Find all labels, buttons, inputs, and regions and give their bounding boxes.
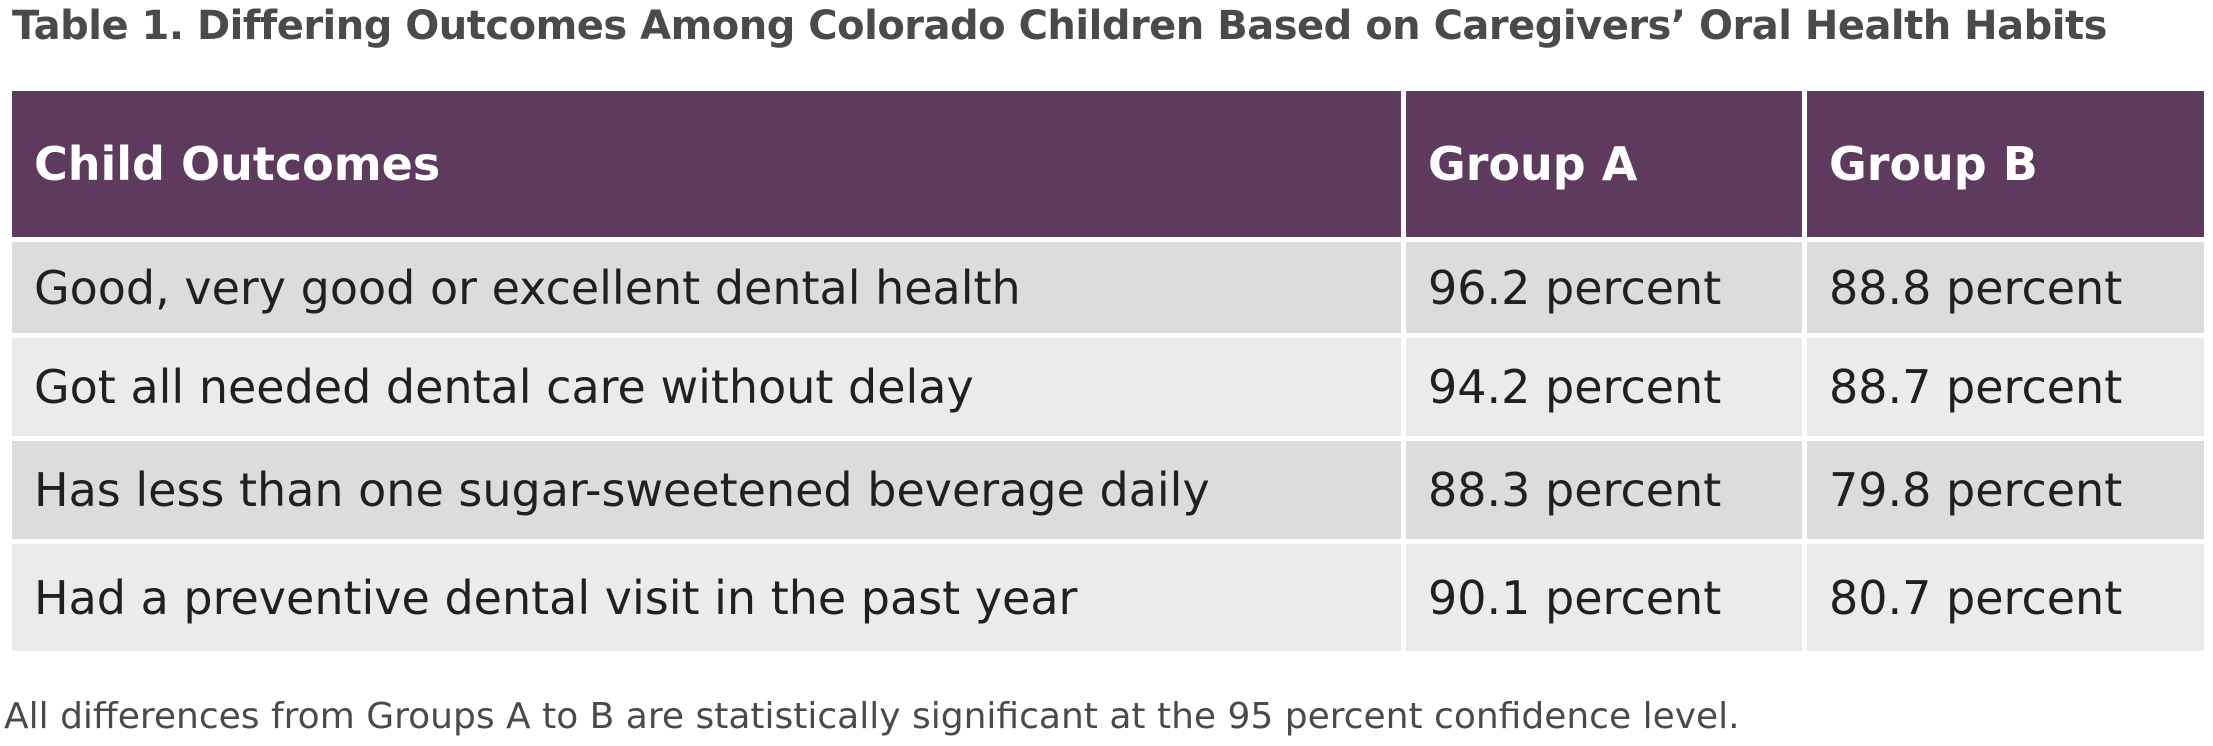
group-b-cell: 79.8 percent xyxy=(1807,441,2204,544)
group-b-cell: 88.7 percent xyxy=(1807,338,2204,441)
outcome-cell: Good, very good or excellent dental heal… xyxy=(12,242,1406,338)
column-header-group-a: Group A xyxy=(1406,91,1807,242)
column-header-group-b: Group B xyxy=(1807,91,2204,242)
table-row: Good, very good or excellent dental heal… xyxy=(12,242,2204,338)
table-title: Table 1. Differing Outcomes Among Colora… xyxy=(12,3,2107,49)
footnote: All differences from Groups A to B are s… xyxy=(4,696,1740,737)
group-a-cell: 90.1 percent xyxy=(1406,544,1807,656)
group-a-cell: 96.2 percent xyxy=(1406,242,1807,338)
outcome-cell: Has less than one sugar-sweetened bevera… xyxy=(12,441,1406,544)
outcome-cell: Had a preventive dental visit in the pas… xyxy=(12,544,1406,656)
column-header-child-outcomes: Child Outcomes xyxy=(12,91,1406,242)
group-a-cell: 94.2 percent xyxy=(1406,338,1807,441)
group-b-cell: 80.7 percent xyxy=(1807,544,2204,656)
table-row: Had a preventive dental visit in the pas… xyxy=(12,544,2204,656)
group-b-cell: 88.8 percent xyxy=(1807,242,2204,338)
table-row: Has less than one sugar-sweetened bevera… xyxy=(12,441,2204,544)
outcome-cell: Got all needed dental care without delay xyxy=(12,338,1406,441)
table-row: Got all needed dental care without delay… xyxy=(12,338,2204,441)
outcomes-table: Child Outcomes Group A Group B Good, ver… xyxy=(12,91,2204,656)
group-a-cell: 88.3 percent xyxy=(1406,441,1807,544)
header-row: Child Outcomes Group A Group B xyxy=(12,91,2204,242)
